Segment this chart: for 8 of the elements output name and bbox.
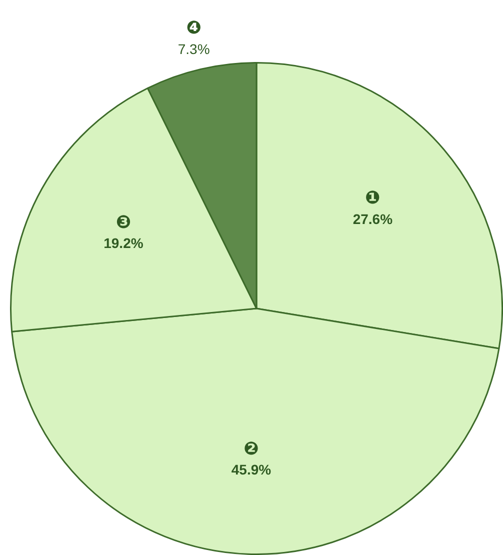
data-label: 45.9% (231, 462, 272, 478)
data-label: 7.3% (178, 40, 210, 57)
data-label: 19.2% (104, 235, 144, 252)
slice-label: ❹ (186, 18, 202, 39)
slice-label: ❷ (244, 438, 259, 460)
slice-label: ❸ (116, 212, 132, 233)
data-label: 27.6% (352, 210, 394, 227)
slice-label: ❶ (365, 188, 380, 209)
